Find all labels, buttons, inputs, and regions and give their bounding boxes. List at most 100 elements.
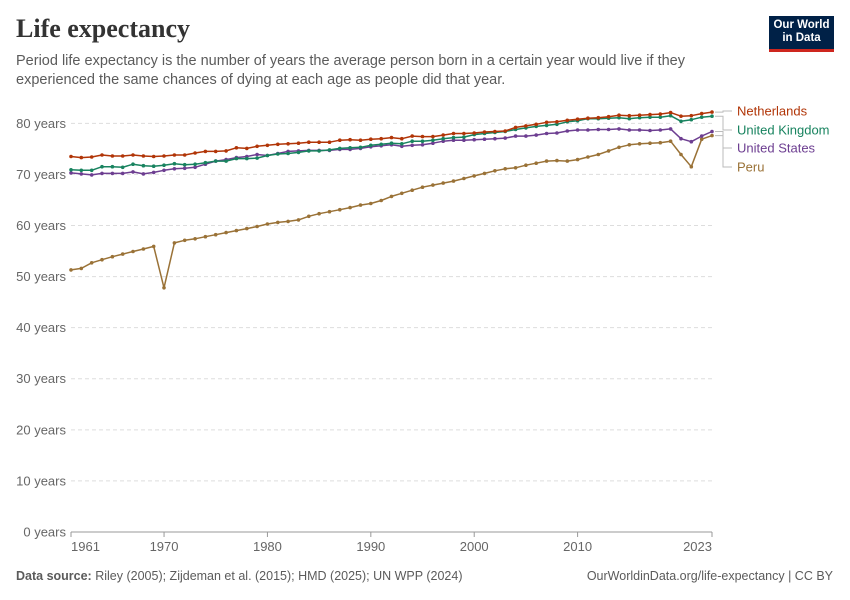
data-point xyxy=(534,133,538,137)
source-link[interactable]: OurWorldinData.org/life-expectancy | CC … xyxy=(586,569,833,583)
data-point xyxy=(668,110,673,115)
data-point xyxy=(379,136,384,141)
data-point xyxy=(431,138,435,142)
data-point xyxy=(162,154,166,158)
data-point xyxy=(255,224,259,229)
data-source-label: Data source: xyxy=(16,569,92,583)
series-line-united-states xyxy=(70,128,713,176)
data-point xyxy=(182,238,187,243)
data-point xyxy=(307,149,311,153)
data-point xyxy=(224,230,228,235)
data-point xyxy=(689,113,694,118)
legend-connector-peru xyxy=(715,135,732,168)
y-tick-label: 10 years xyxy=(16,473,66,488)
x-tick-label: 1990 xyxy=(356,539,385,554)
data-point xyxy=(441,181,446,185)
data-point xyxy=(182,166,187,171)
data-point xyxy=(265,222,270,226)
data-point xyxy=(637,115,642,120)
data-point xyxy=(348,205,352,210)
data-point xyxy=(586,155,590,159)
data-point xyxy=(524,134,528,138)
data-point xyxy=(586,128,590,132)
data-point xyxy=(265,143,270,148)
data-point xyxy=(627,113,632,118)
data-point xyxy=(493,129,497,134)
data-point xyxy=(441,136,446,141)
data-point xyxy=(400,144,404,149)
data-point xyxy=(245,226,249,231)
data-point xyxy=(648,141,652,145)
y-tick-label: 30 years xyxy=(16,371,66,386)
data-point xyxy=(400,142,404,146)
data-point xyxy=(606,149,611,153)
data-point xyxy=(679,152,683,157)
series-line-peru xyxy=(70,134,713,289)
data-point xyxy=(555,158,559,163)
data-point xyxy=(689,139,694,144)
data-point xyxy=(100,171,104,176)
data-point xyxy=(513,166,518,170)
chart-title: Life expectancy xyxy=(16,14,191,43)
data-point xyxy=(534,122,538,127)
data-point xyxy=(472,174,477,178)
x-tick-label: 2010 xyxy=(563,539,592,554)
data-point xyxy=(100,164,104,169)
data-point xyxy=(141,247,146,251)
chart-subtitle: Period life expectancy is the number of … xyxy=(16,53,685,88)
data-point xyxy=(369,201,373,206)
y-tick-label: 60 years xyxy=(16,218,66,233)
data-point xyxy=(69,168,73,172)
data-point xyxy=(565,118,570,123)
data-point xyxy=(286,142,290,146)
data-point xyxy=(420,143,425,147)
data-point xyxy=(679,119,683,124)
data-point xyxy=(689,117,694,122)
data-point xyxy=(410,143,415,148)
legend-connector-netherlands xyxy=(715,110,732,113)
data-point xyxy=(710,129,714,134)
data-point xyxy=(389,141,394,145)
data-point xyxy=(172,167,177,171)
data-point xyxy=(234,156,239,161)
data-point xyxy=(327,209,332,214)
data-point xyxy=(524,124,528,128)
x-tick-label: 1970 xyxy=(150,539,179,554)
data-point xyxy=(668,127,673,131)
data-point xyxy=(234,146,239,150)
data-point xyxy=(699,137,704,141)
data-point xyxy=(710,114,714,118)
data-point xyxy=(617,115,621,120)
data-point xyxy=(596,115,601,120)
data-source: Data source: Riley (2005); Zijdeman et a… xyxy=(16,569,463,583)
data-point xyxy=(89,155,94,159)
data-point xyxy=(317,149,321,153)
data-point xyxy=(89,261,94,265)
data-point xyxy=(493,169,497,173)
data-point xyxy=(555,131,559,135)
data-point xyxy=(338,138,342,142)
data-point xyxy=(110,164,115,169)
y-tick-label: 50 years xyxy=(16,269,66,284)
data-point xyxy=(410,134,415,138)
data-point xyxy=(586,116,590,120)
data-point xyxy=(276,152,280,156)
data-point xyxy=(451,131,456,136)
data-point xyxy=(575,128,580,132)
data-point xyxy=(120,154,125,158)
y-tick-label: 70 years xyxy=(16,167,66,182)
owid-logo[interactable]: Our World in Data xyxy=(769,16,834,52)
data-source-text: Riley (2005); Zijdeman et al. (2015); HM… xyxy=(95,569,463,583)
data-point xyxy=(172,153,177,157)
data-point xyxy=(151,154,156,159)
y-tick-label: 20 years xyxy=(16,422,66,437)
data-point xyxy=(472,137,477,142)
y-tick-label: 0 years xyxy=(23,525,66,540)
data-point xyxy=(524,163,528,167)
data-point xyxy=(358,203,363,207)
data-point xyxy=(348,146,352,150)
data-point xyxy=(120,252,125,256)
data-point xyxy=(172,241,177,245)
data-point xyxy=(162,168,166,173)
